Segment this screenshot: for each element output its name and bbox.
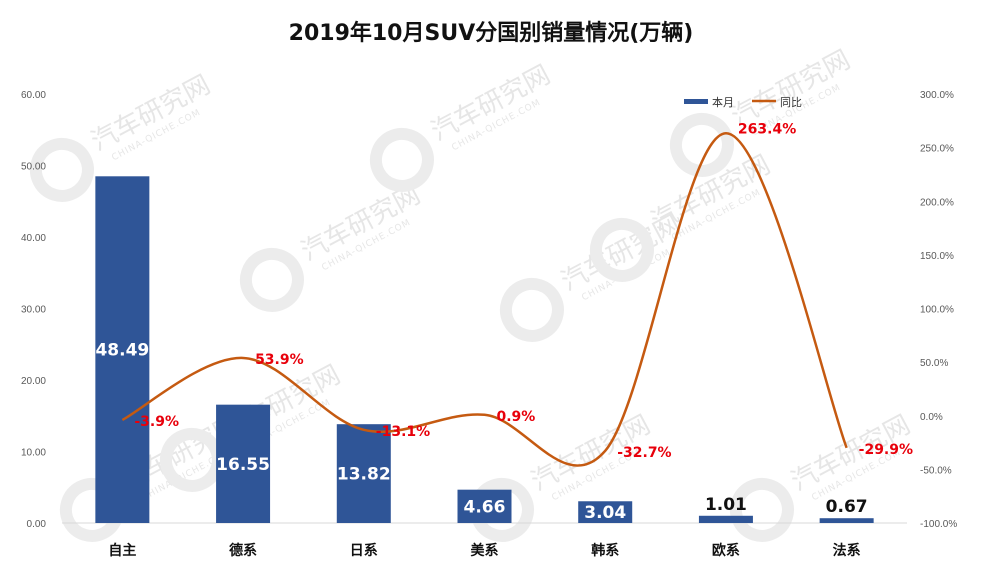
bar-value-label: 3.04 (584, 503, 626, 523)
right-tick-label: -50.0% (920, 465, 952, 476)
bar (578, 501, 633, 523)
bar-series: 48.49 16.55 13.82 4.66 3.04 1.01 0.67 (95, 176, 874, 523)
line-series: -3.9% 53.9% -13.1% 0.9% -32.7% 263.4% -29.9% (121, 121, 913, 467)
bar-value-label: 48.49 (95, 341, 149, 361)
legend-label: 同比 (780, 96, 802, 109)
category-label: 日系 (350, 542, 378, 559)
right-tick-label: -100.0% (920, 519, 957, 530)
bar (457, 489, 512, 523)
line-value-label: 53.9% (255, 352, 304, 368)
watermark-logo (239, 247, 304, 312)
bar (95, 176, 150, 523)
right-tick-label: 150.0% (920, 251, 954, 262)
bar (216, 404, 271, 523)
right-tick-label: 250.0% (920, 144, 954, 155)
legend-swatch-bar (684, 99, 708, 104)
line-value-label: -29.9% (859, 442, 913, 458)
watermark-logo (499, 277, 564, 342)
left-tick-label: 10.00 (21, 448, 46, 459)
category-label: 韩系 (591, 542, 619, 559)
bar (698, 515, 753, 523)
left-tick-label: 60.00 (21, 90, 46, 101)
watermark-layer: 汽车研究网CHINA-QICHE.COM汽车研究网CHINA-QICHE.COM… (29, 45, 915, 542)
right-tick-label: 100.0% (920, 305, 954, 316)
line-value-label: -32.7% (617, 445, 671, 461)
watermark-logo (159, 427, 224, 492)
bar-value-label: 1.01 (705, 495, 747, 515)
right-y-axis: -100.0% -50.0% 0.0% 50.0% 100.0% 150.0% 200.0%… (920, 90, 957, 530)
category-label: 法系 (833, 542, 861, 559)
bar (336, 424, 391, 523)
line-value-label: 0.9% (497, 409, 536, 425)
line-value-label: -13.1% (376, 424, 430, 440)
category-label: 欧系 (712, 542, 740, 559)
right-tick-label: 50.0% (920, 358, 948, 369)
left-tick-label: 50.00 (21, 162, 46, 173)
left-tick-label: 0.00 (27, 519, 47, 530)
right-tick-label: 300.0% (920, 90, 954, 101)
bar-value-label: 13.82 (337, 465, 391, 485)
bar (819, 518, 874, 523)
left-tick-label: 30.00 (21, 305, 46, 316)
watermark-logo (369, 127, 434, 192)
bar-value-label: 16.55 (216, 455, 270, 475)
bar-value-label: 4.66 (464, 497, 506, 517)
left-tick-label: 20.00 (21, 376, 46, 387)
left-tick-label: 40.00 (21, 233, 46, 244)
legend-label: 本月 (712, 95, 734, 109)
right-tick-label: 0.0% (920, 412, 943, 423)
x-axis-categories: 自主 德系 日系 美系 韩系 欧系 法系 (108, 542, 860, 559)
legend: 本月 同比 (684, 95, 802, 109)
chart-title: 2019年10月SUV分国别销量情况(万辆) (289, 20, 694, 46)
watermark-logo (589, 217, 654, 282)
category-label: 自主 (108, 542, 136, 559)
bar-value-label: 0.67 (826, 497, 868, 517)
yoy-line (121, 132, 848, 467)
right-tick-label: 200.0% (920, 197, 954, 208)
watermark-logo (29, 137, 94, 202)
category-label: 德系 (229, 542, 257, 559)
line-value-label: -3.9% (134, 414, 179, 430)
left-y-axis: 0.00 10.00 20.00 30.00 40.00 50.00 60.00 (21, 90, 907, 530)
line-value-label: 263.4% (738, 121, 796, 137)
category-label: 美系 (471, 542, 499, 559)
